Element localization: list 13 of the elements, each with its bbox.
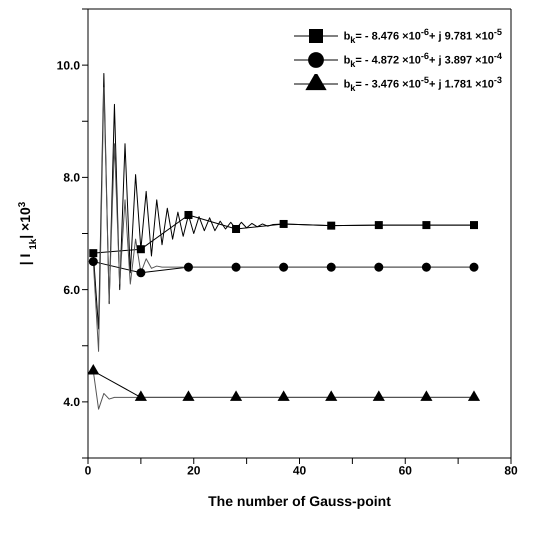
x-tick-label: 60 (398, 464, 412, 478)
y-tick-label: 10.0 (56, 58, 80, 72)
x-tick-label: 20 (187, 464, 201, 478)
x-tick-label: 0 (84, 464, 92, 478)
x-axis-title: The number of Gauss-point (208, 493, 392, 509)
legend-label: b$_{k}$= - 4.872 ×10$^{-6}$+ j 3.897 ×10$^{-4}$ (344, 51, 502, 69)
y-tick-label: 8.0 (63, 170, 80, 185)
x-tick-label: 40 (292, 464, 306, 478)
y-tick-label: 6.0 (63, 282, 80, 297)
legend-label: b$_{k}$= - 3.476 ×10$^{-5}$+ j 1.781 ×10$^{-3}$ (344, 75, 502, 93)
legend-label: b$_{k}$= - 8.476 ×10$^{-6}$+ j 9.781 ×10$^{-5}$ (344, 27, 502, 45)
x-tick-label: 80 (504, 464, 518, 478)
y-tick-label: 4.0 (63, 395, 80, 410)
